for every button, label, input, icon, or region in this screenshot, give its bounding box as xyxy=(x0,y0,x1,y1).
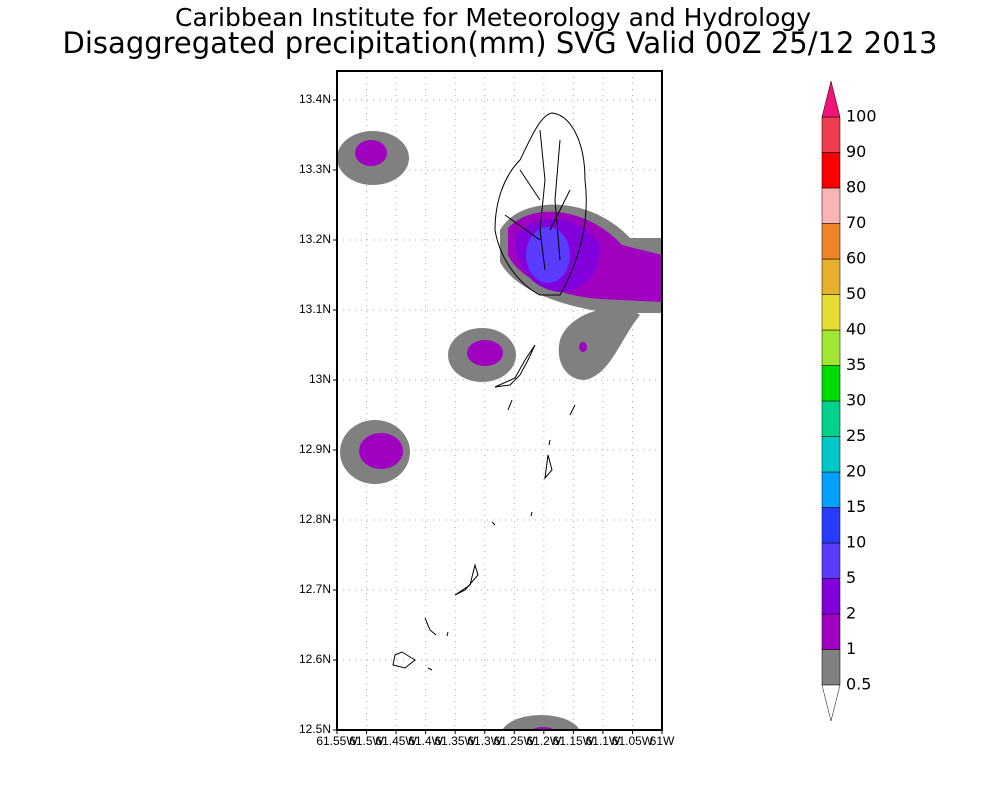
lat-tick-label: 13.2N xyxy=(299,232,331,246)
lon-tick-label: 61.05W xyxy=(612,734,654,748)
lat-tick-label: 13.3N xyxy=(299,162,331,176)
lon-tick-label: 61W xyxy=(650,734,675,748)
colorbar-segment xyxy=(821,400,841,437)
colorbar-segment xyxy=(821,365,841,402)
colorbar-over xyxy=(821,80,841,118)
lat-tick-label: 12.7N xyxy=(299,582,331,596)
colorbar-segment xyxy=(821,649,841,686)
lon-tick-label: 61.5W xyxy=(349,734,384,748)
lat-tick-label: 13.1N xyxy=(299,302,331,316)
colorbar-segment xyxy=(821,578,841,615)
lat-tick-label: 12.6N xyxy=(299,652,331,666)
colorbar-label: 90 xyxy=(846,142,866,161)
lat-tick-label: 12.8N xyxy=(299,512,331,526)
lon-tick-label: 61.4W xyxy=(408,734,443,748)
colorbar-segment xyxy=(821,436,841,473)
map-frame xyxy=(336,70,663,731)
colorbar-label: 2 xyxy=(846,604,856,623)
lon-tick-label: 61.1W xyxy=(586,734,621,748)
lon-tick-label: 61.25W xyxy=(494,734,536,748)
colorbar-segment xyxy=(821,507,841,544)
colorbar-segment xyxy=(821,116,841,153)
lon-tick-label: 61.3W xyxy=(467,734,502,748)
lon-tick-label: 61.55W xyxy=(316,734,358,748)
colorbar-segment xyxy=(821,329,841,366)
colorbar-label: 40 xyxy=(846,320,866,339)
colorbar-segment xyxy=(821,471,841,508)
lat-tick-label: 13.4N xyxy=(299,92,331,106)
colorbar-label: 35 xyxy=(846,355,866,374)
colorbar-label: 15 xyxy=(846,497,866,516)
lat-tick-label: 12.9N xyxy=(299,442,331,456)
lon-tick-label: 61.15W xyxy=(553,734,595,748)
colorbar-label: 20 xyxy=(846,462,866,481)
colorbar-under xyxy=(821,684,841,722)
colorbar-segment xyxy=(821,294,841,331)
colorbar-label: 60 xyxy=(846,249,866,268)
colorbar-label: 70 xyxy=(846,213,866,232)
colorbar-label: 0.5 xyxy=(846,675,871,694)
colorbar-segment xyxy=(821,223,841,260)
colorbar-label: 1 xyxy=(846,639,856,658)
colorbar-segment xyxy=(821,187,841,224)
colorbar-label: 30 xyxy=(846,391,866,410)
lon-tick-label: 61.2W xyxy=(526,734,561,748)
lat-tick-label: 13N xyxy=(309,372,331,386)
colorbar-label: 100 xyxy=(846,107,877,126)
lat-tick-label: 12.5N xyxy=(299,722,331,736)
lon-tick-label: 61.45W xyxy=(375,734,417,748)
colorbar-segment xyxy=(821,613,841,650)
colorbar-label: 80 xyxy=(846,178,866,197)
precip-5 xyxy=(526,227,570,283)
colorbar-label: 5 xyxy=(846,568,856,587)
title: Caribbean Institute for Meteorology and … xyxy=(175,3,811,32)
colorbar-segment xyxy=(821,258,841,295)
axis-ticks: 12.5N 12.6N 12.7N 12.8N 12.9N 13N 13.1N 13.2N 13… xyxy=(299,92,675,748)
colorbar-label: 25 xyxy=(846,426,866,445)
colorbar-label: 50 xyxy=(846,284,866,303)
colorbar-segment xyxy=(821,542,841,579)
subtitle: Disaggregated precipitation(mm) SVG Vali… xyxy=(63,26,938,60)
map-content xyxy=(337,112,662,730)
colorbar-label: 10 xyxy=(846,533,866,552)
lon-tick-label: 61.35W xyxy=(435,734,477,748)
colorbar-segment xyxy=(821,152,841,189)
coastlines xyxy=(392,112,587,671)
